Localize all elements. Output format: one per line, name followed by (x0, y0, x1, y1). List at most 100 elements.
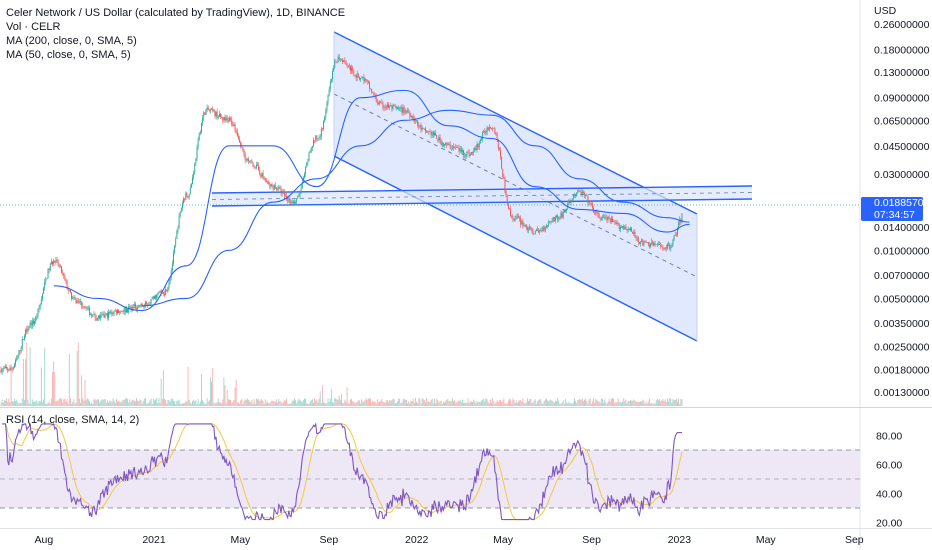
volume-bar (177, 400, 179, 406)
volume-bar (220, 402, 221, 406)
volume-bar (421, 398, 423, 406)
horizontal-upper-line[interactable] (211, 185, 753, 194)
candle-body (164, 293, 165, 295)
volume-bar (365, 398, 367, 406)
volume-bar (521, 401, 523, 406)
candle-body (240, 142, 242, 146)
candle-body (67, 288, 69, 291)
candle-body (34, 321, 36, 324)
volume-bar (551, 400, 553, 406)
volume-bar (503, 398, 505, 406)
candle-body (36, 316, 38, 318)
candle-body (511, 215, 513, 217)
volume-bar (477, 402, 479, 406)
channel-upper-line[interactable] (333, 31, 698, 215)
symbol-title[interactable]: Celer Network / US Dollar (calculated by… (6, 7, 346, 19)
rsi-legend[interactable]: RSI (14, close, SMA, 14, 2) (6, 414, 140, 426)
rsi-pane[interactable]: 80.00 60.00 40.00 20.00 (0, 422, 902, 530)
volume-bar (77, 342, 79, 406)
volume-bar (346, 387, 348, 406)
volume-bar (665, 402, 667, 406)
horizontal-channel[interactable] (211, 185, 753, 207)
horizontal-lower-line[interactable] (211, 198, 753, 207)
candle-body (313, 140, 314, 146)
volume-bar (621, 402, 622, 406)
candle-body (446, 143, 448, 146)
volume-bar (636, 401, 638, 406)
volume-bar (212, 368, 214, 406)
last-price-value: 0.01885702 (874, 197, 930, 209)
candle-body (327, 95, 329, 103)
volume-bar (642, 399, 644, 406)
regression-channel[interactable] (333, 31, 698, 342)
candle-body (15, 360, 17, 365)
volume-bar (65, 401, 67, 406)
volume-bar (63, 399, 65, 406)
volume-bar (258, 398, 260, 406)
candle-body (236, 131, 238, 137)
candle-body (27, 328, 29, 332)
candle-body (269, 183, 271, 187)
volume-bar (243, 401, 245, 406)
candle-body (554, 217, 556, 221)
time-axis[interactable]: Aug 2021 May Sep 2022 May Sep 2023 May Sep (35, 534, 864, 546)
volume-bar (545, 398, 547, 406)
volume-legend[interactable]: Vol · CELR (6, 21, 61, 33)
candle-body (129, 306, 131, 309)
channel-mid-line[interactable] (333, 93, 698, 278)
volume-bar (302, 400, 304, 406)
volume-bar (454, 400, 456, 406)
candle-body (91, 314, 93, 318)
volume-bar (660, 401, 662, 406)
candle-body (157, 292, 159, 295)
volume-bar (282, 402, 284, 406)
volume-bar (8, 398, 10, 406)
candle-body (458, 148, 460, 152)
volume-bar (66, 398, 68, 406)
candle-body (598, 214, 600, 219)
candle-body (507, 204, 509, 209)
rsi-line[interactable] (2, 422, 682, 521)
candle-body (569, 201, 571, 203)
volume-bar (447, 398, 449, 406)
price-axis[interactable]: USD 0.26000000 0.18000000 0.13000000 0.09000… (874, 5, 930, 399)
candle-body (137, 307, 139, 310)
volume-bar (39, 400, 41, 406)
time-tick-label: Sep (845, 534, 864, 546)
candle-body (74, 297, 76, 300)
candle-body (535, 229, 537, 231)
channel-fill (334, 32, 697, 341)
candle-body (560, 212, 562, 218)
volume-bar (623, 398, 625, 406)
volume-bar (26, 342, 28, 406)
candle-body (410, 115, 412, 118)
candle-body (184, 198, 186, 200)
ma200-line[interactable] (141, 109, 690, 307)
ma200-legend[interactable]: MA (200, close, 0, SMA, 5) (6, 35, 137, 47)
ma50-line[interactable] (53, 89, 690, 312)
candle-body (290, 202, 292, 204)
volume-bar (585, 398, 587, 406)
ma50-legend[interactable]: MA (50, close, 0, SMA, 5) (6, 49, 131, 61)
volume-bar (562, 400, 564, 406)
candle-body (576, 193, 578, 197)
candle-body (407, 110, 409, 112)
candle-body (543, 226, 545, 231)
volume-bar (586, 400, 588, 406)
candle-body (649, 244, 650, 247)
candle-body (453, 146, 454, 148)
candle-body (500, 150, 501, 157)
volume-bar (600, 398, 602, 406)
candle-body (338, 56, 340, 60)
volume-bar (18, 403, 20, 406)
volume-bar (416, 401, 417, 406)
candle-body (202, 117, 204, 124)
volume-bar (124, 398, 126, 406)
candle-body (187, 196, 189, 198)
candle-body (607, 216, 609, 220)
candle-body (316, 135, 318, 140)
candle-body (309, 151, 311, 154)
channel-lower-line[interactable] (333, 155, 698, 342)
candle-body (6, 366, 8, 369)
